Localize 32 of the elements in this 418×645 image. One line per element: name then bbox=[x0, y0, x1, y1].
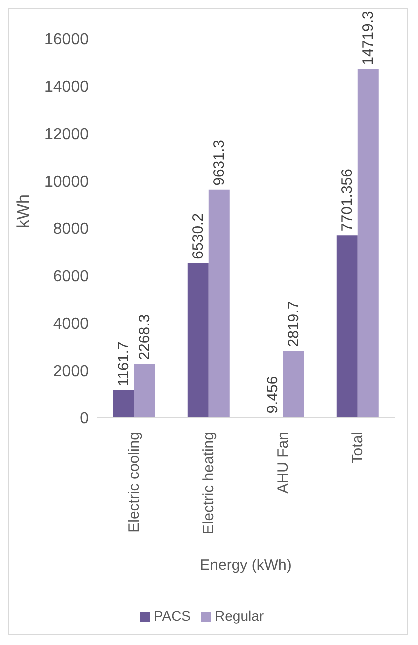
y-axis-title: kWh bbox=[14, 194, 34, 228]
y-tick-label: 2000 bbox=[53, 363, 90, 380]
data-label: 2268.3 bbox=[136, 314, 154, 360]
y-tick-label: 8000 bbox=[53, 221, 90, 238]
y-tick-label: 4000 bbox=[53, 316, 90, 333]
bar bbox=[358, 69, 379, 418]
y-tick-label: 12000 bbox=[44, 126, 90, 144]
data-label: 7701.356 bbox=[338, 168, 356, 232]
bar bbox=[113, 390, 134, 418]
y-tick-label: 16000 bbox=[44, 32, 90, 49]
data-label: 1161.7 bbox=[115, 342, 132, 386]
x-tick-label: Electric heating bbox=[200, 432, 218, 535]
legend-label: PACS bbox=[154, 608, 192, 624]
data-label: 9.456 bbox=[264, 376, 282, 414]
y-tick-label: 10000 bbox=[44, 174, 90, 191]
data-label: 2819.7 bbox=[285, 301, 302, 348]
y-tick-label: 6000 bbox=[53, 268, 90, 286]
bar bbox=[336, 236, 358, 418]
bar bbox=[283, 351, 304, 418]
bar bbox=[134, 364, 156, 418]
data-label: 6530.2 bbox=[190, 213, 207, 260]
x-tick-label: Electric cooling bbox=[126, 432, 143, 533]
bar bbox=[208, 190, 230, 418]
bar bbox=[188, 263, 209, 418]
data-label: 14719.3 bbox=[360, 11, 377, 66]
x-tick-label: AHU Fan bbox=[274, 432, 292, 494]
y-tick-label: 0 bbox=[80, 410, 90, 428]
x-tick-label: Total bbox=[349, 432, 366, 464]
legend-label: Regular bbox=[215, 608, 264, 624]
y-tick-label: 14000 bbox=[44, 79, 90, 96]
data-label: 9631.3 bbox=[210, 140, 228, 186]
x-axis-title: Energy (kWh) bbox=[200, 557, 292, 574]
